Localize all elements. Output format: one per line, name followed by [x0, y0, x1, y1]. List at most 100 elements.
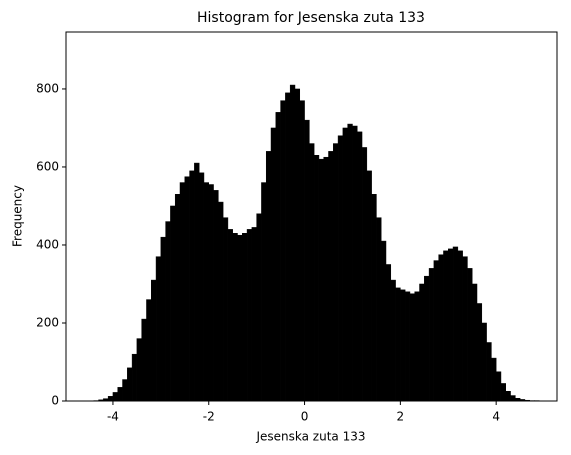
- x-tick-label: 0: [301, 410, 309, 424]
- bar: [208, 184, 214, 402]
- bar: [256, 213, 262, 402]
- bar: [184, 176, 190, 402]
- y-tick-label: 200: [36, 315, 59, 329]
- bar: [299, 100, 305, 402]
- bar: [265, 151, 272, 402]
- x-tick-label: 4: [492, 410, 500, 424]
- bar: [275, 112, 281, 402]
- bar: [198, 172, 205, 402]
- plot-frame: [65, 31, 558, 402]
- bar: [227, 229, 233, 402]
- y-tick-label: 0: [51, 394, 59, 408]
- bar: [294, 88, 301, 402]
- bar: [251, 227, 257, 402]
- bar: [313, 155, 320, 402]
- bar: [107, 396, 114, 402]
- y-axis-label: Frequency: [11, 185, 25, 247]
- bar: [438, 254, 444, 402]
- bar: [203, 182, 209, 402]
- x-tick-label: -4: [107, 410, 119, 424]
- bar: [385, 264, 392, 402]
- bar: [356, 131, 363, 402]
- bar: [342, 127, 348, 402]
- bar: [419, 283, 425, 402]
- bar: [448, 248, 454, 402]
- bar: [179, 182, 186, 402]
- bar: [409, 293, 415, 402]
- bar: [270, 127, 277, 402]
- bar: [500, 383, 506, 402]
- bar: [155, 256, 162, 402]
- bar: [400, 289, 406, 402]
- bar: [170, 205, 176, 402]
- bar: [380, 240, 387, 402]
- bar: [481, 322, 487, 402]
- bar: [280, 100, 286, 402]
- x-axis-label: Jesenska zuta 133: [255, 430, 365, 444]
- bar: [160, 236, 166, 402]
- bar: [232, 233, 238, 402]
- bar: [285, 92, 291, 402]
- bar: [222, 217, 229, 402]
- bar: [371, 194, 377, 402]
- bar: [261, 182, 267, 402]
- bar: [127, 367, 133, 402]
- bar: [395, 287, 401, 402]
- bar: [328, 151, 334, 402]
- chart-title: Histogram for Jesenska zuta 133: [197, 10, 425, 26]
- bar: [510, 395, 516, 402]
- y-tick-label: 800: [36, 81, 59, 95]
- bar: [136, 338, 142, 402]
- bar: [452, 246, 459, 402]
- bar: [495, 371, 502, 402]
- bar: [486, 342, 492, 402]
- x-tick-label: 2: [397, 410, 405, 424]
- bar: [131, 353, 138, 402]
- bar: [414, 291, 420, 402]
- bar: [304, 119, 310, 402]
- bar: [323, 156, 329, 402]
- bar: [318, 158, 324, 402]
- bar: [433, 260, 439, 402]
- x-tick-label: -2: [203, 410, 215, 424]
- bar: [237, 234, 243, 402]
- bar: [505, 390, 511, 402]
- bar: [476, 303, 483, 402]
- bar: [146, 299, 152, 402]
- bar: [361, 147, 368, 402]
- y-tick-label: 400: [36, 237, 59, 251]
- bar: [352, 125, 358, 402]
- bar: [443, 250, 449, 402]
- bar: [117, 387, 123, 402]
- bar: [366, 170, 372, 402]
- bar: [462, 256, 468, 402]
- bar: [424, 275, 430, 402]
- bar: [376, 217, 382, 402]
- bar: [333, 143, 339, 402]
- bar: [246, 229, 253, 402]
- bar: [174, 194, 181, 402]
- bar: [289, 84, 296, 402]
- bar: [471, 283, 478, 402]
- bar: [337, 135, 344, 402]
- bar: [428, 268, 435, 402]
- bar: [309, 143, 315, 402]
- bar: [122, 379, 128, 402]
- bar: [457, 250, 463, 402]
- bar: [242, 233, 248, 402]
- bar: [151, 279, 157, 402]
- bar: [218, 201, 224, 402]
- bar: [491, 357, 497, 402]
- bar: [467, 268, 473, 402]
- bar: [194, 162, 200, 402]
- y-tick-label: 600: [36, 159, 59, 173]
- bar: [213, 190, 219, 402]
- bar: [165, 221, 171, 402]
- bar: [189, 170, 195, 402]
- bar: [112, 392, 118, 402]
- bar: [404, 291, 411, 402]
- bar: [141, 318, 147, 402]
- bar: [347, 123, 353, 402]
